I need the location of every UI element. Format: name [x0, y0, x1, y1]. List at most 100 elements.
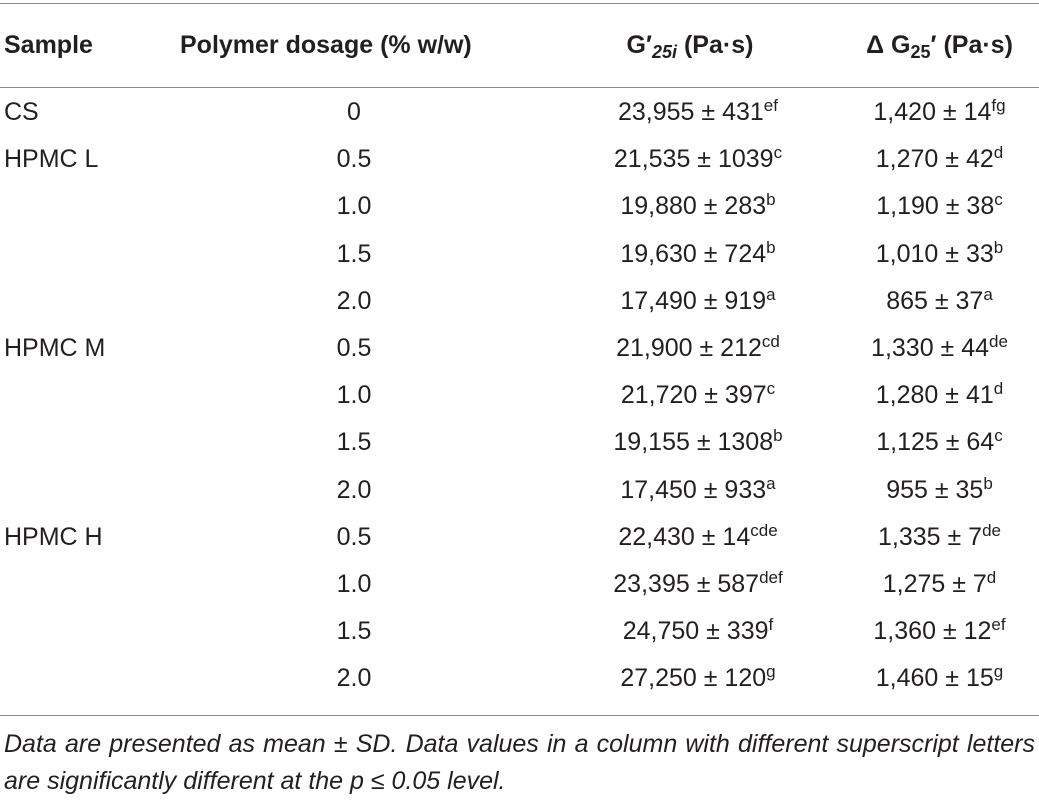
cell-dosage-value: 0.5 — [336, 334, 372, 362]
table-row: 2.0 17,490 ± 919a 865 ± 37a — [0, 277, 1039, 324]
cell-delta-g25-superscript: b — [983, 473, 993, 493]
table-row: CS 0 23,955 ± 431ef 1,420 ± 14fg — [0, 88, 1039, 135]
header-g25i-prefix: G′ — [626, 31, 652, 59]
cell-g25i-superscript: g — [766, 662, 776, 682]
cell-g25i-value: 24,750 ± 339 — [622, 617, 769, 646]
cell-g25i-value: 19,880 ± 283 — [620, 192, 767, 221]
table-row: 1.5 24,750 ± 339f 1,360 ± 12ef — [0, 607, 1039, 654]
cell-sample-value: HPMC M — [4, 334, 106, 362]
cell-delta-g25: 1,270 ± 42d — [830, 144, 1039, 174]
cell-delta-g25-superscript: de — [989, 332, 1008, 351]
cell-delta-g25-superscript: c — [994, 190, 1003, 210]
cell-delta-g25: 1,275 ± 7d — [830, 569, 1039, 598]
cell-delta-g25-value: 865 ± 37 — [886, 286, 984, 315]
cell-delta-g25-value: 1,330 ± 44 — [871, 334, 990, 362]
cell-g25i-superscript: f — [768, 615, 774, 635]
cell-delta-g25: 1,420 ± 14fg — [830, 97, 1039, 126]
cell-sample-value: HPMC L — [4, 145, 99, 174]
cell-g25i-superscript: cde — [750, 520, 778, 540]
cell-g25i: 17,490 ± 919a — [548, 286, 848, 315]
table-row: HPMC M 0.5 21,900 ± 212cd 1,330 ± 44de — [0, 324, 1039, 371]
cell-delta-g25-superscript: a — [983, 284, 993, 304]
cell-g25i-superscript: def — [759, 568, 783, 587]
cell-delta-g25: 1,190 ± 38c — [830, 191, 1039, 219]
table-header-rule — [0, 87, 1039, 88]
cell-dosage: 1.0 — [254, 572, 454, 597]
cell-sample: HPMC L — [4, 147, 98, 172]
table-top-rule — [0, 3, 1039, 4]
cell-dosage: 1.0 — [254, 194, 454, 219]
cell-sample: HPMC M — [4, 336, 105, 361]
header-sample: Sample — [4, 31, 93, 59]
cell-dosage: 1.0 — [254, 383, 454, 408]
cell-delta-g25: 1,460 ± 15g — [830, 663, 1039, 693]
cell-delta-g25-superscript: b — [993, 237, 1004, 257]
cell-g25i-superscript: b — [773, 426, 783, 446]
cell-delta-g25-superscript: d — [986, 568, 997, 587]
cell-dosage: 2.0 — [254, 286, 454, 315]
cell-delta-g25: 865 ± 37a — [830, 286, 1039, 315]
cell-g25i: 17,450 ± 933a — [548, 475, 848, 504]
cell-g25i-superscript: c — [766, 379, 776, 399]
header-g25i-sub: 25i — [652, 42, 678, 62]
cell-delta-g25-value: 1,420 ± 14 — [873, 98, 992, 126]
cell-g25i-superscript: cd — [761, 332, 780, 351]
cell-g25i-value: 21,720 ± 397 — [620, 381, 767, 410]
cell-g25i-value: 23,955 ± 431 — [618, 98, 764, 126]
cell-g25i-value: 17,490 ± 919 — [620, 286, 767, 315]
cell-g25i: 19,630 ± 724b — [548, 239, 848, 267]
cell-sample-value: CS — [4, 98, 39, 126]
cell-delta-g25: 1,010 ± 33b — [830, 239, 1039, 267]
cell-g25i-value: 21,900 ± 212 — [616, 334, 762, 362]
cell-g25i-value: 27,250 ± 120 — [620, 664, 767, 693]
header-dg25-unit: ′ (Pa·s) — [930, 31, 1013, 59]
table-row: 1.5 19,155 ± 1308b 1,125 ± 64c — [0, 418, 1039, 465]
cell-delta-g25-value: 1,125 ± 64 — [876, 428, 995, 457]
table-row: HPMC L 0.5 21,535 ± 1039c 1,270 ± 42d — [0, 135, 1039, 182]
cell-sample: CS — [4, 100, 39, 125]
cell-g25i: 22,430 ± 14cde — [548, 522, 848, 550]
cell-g25i-value: 21,535 ± 1039 — [613, 145, 774, 174]
cell-g25i-value: 17,450 ± 933 — [620, 475, 767, 504]
cell-delta-g25-superscript: de — [982, 520, 1001, 540]
cell-dosage: 2.0 — [254, 477, 454, 503]
cell-delta-g25-superscript: ef — [991, 615, 1006, 635]
cell-delta-g25-value: 1,280 ± 41 — [875, 381, 994, 410]
cell-delta-g25: 1,360 ± 12ef — [830, 616, 1039, 646]
cell-delta-g25-value: 1,335 ± 7 — [878, 522, 983, 551]
cell-delta-g25-value: 1,275 ± 7 — [882, 570, 987, 598]
cell-delta-g25-value: 1,460 ± 15 — [875, 664, 994, 693]
header-delta-g25: Δ G25′ (Pa·s) — [840, 31, 1039, 62]
cell-g25i: 24,750 ± 339f — [548, 616, 848, 646]
cell-delta-g25-value: 1,270 ± 42 — [875, 145, 994, 174]
cell-sample: HPMC H — [4, 524, 103, 550]
cell-dosage-value: 1.5 — [336, 428, 372, 457]
cell-delta-g25-superscript: fg — [991, 96, 1006, 115]
header-dg25-sub: 25 — [910, 42, 931, 62]
cell-g25i: 27,250 ± 120g — [548, 663, 848, 693]
cell-delta-g25: 1,125 ± 64c — [830, 427, 1039, 457]
cell-g25i: 19,880 ± 283b — [548, 191, 848, 221]
cell-dosage-value: 2.0 — [336, 286, 372, 315]
cell-dosage-value: 0.5 — [336, 145, 372, 174]
cell-dosage-value: 1.5 — [336, 239, 372, 268]
cell-delta-g25-value: 1,360 ± 12 — [873, 617, 992, 646]
cell-delta-g25-superscript: d — [993, 143, 1004, 163]
cell-dosage-value: 2.0 — [336, 664, 372, 693]
cell-dosage-value: 1.0 — [336, 192, 372, 221]
cell-dosage: 0.5 — [254, 147, 454, 172]
table-row: 2.0 17,450 ± 933a 955 ± 35b — [0, 466, 1039, 513]
cell-dosage-value: 0 — [347, 98, 361, 126]
cell-dosage: 2.0 — [254, 666, 454, 691]
table-row: 1.5 19,630 ± 724b 1,010 ± 33b — [0, 230, 1039, 277]
table-row: 2.0 27,250 ± 120g 1,460 ± 15g — [0, 654, 1039, 701]
cell-dosage: 1.5 — [254, 619, 454, 644]
cell-delta-g25: 1,335 ± 7de — [830, 522, 1039, 551]
cell-delta-g25: 955 ± 35b — [830, 475, 1039, 504]
cell-dosage-value: 1.0 — [336, 570, 372, 598]
cell-delta-g25-value: 955 ± 35 — [886, 475, 984, 504]
cell-g25i-superscript: a — [766, 284, 776, 304]
cell-g25i: 19,155 ± 1308b — [548, 427, 848, 455]
cell-g25i: 21,900 ± 212cd — [548, 333, 848, 362]
cell-g25i-superscript: b — [766, 190, 776, 210]
